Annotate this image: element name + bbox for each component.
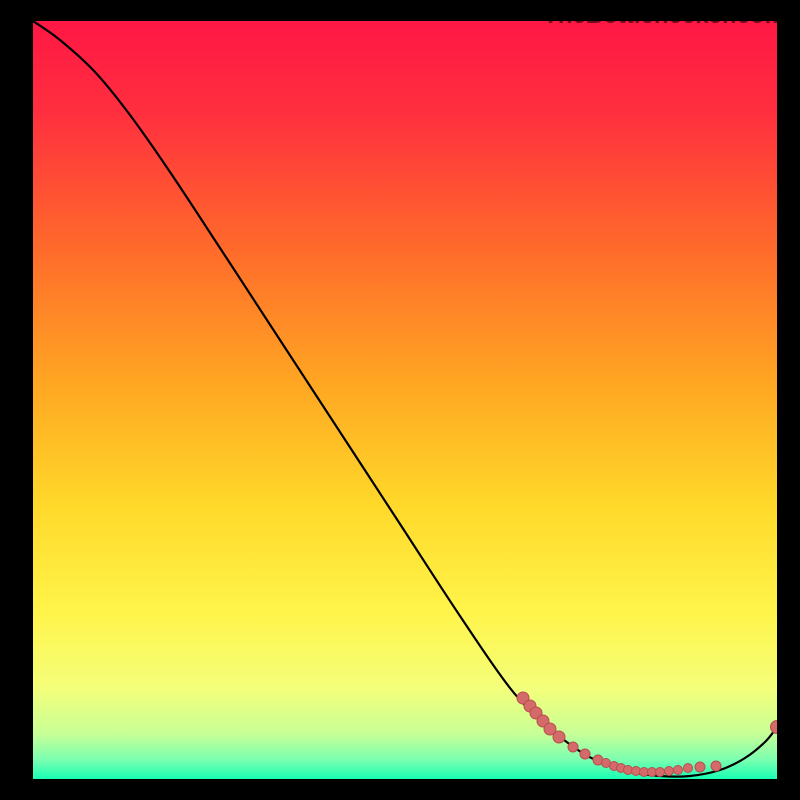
- data-marker: [684, 764, 693, 773]
- data-marker: [656, 768, 665, 777]
- watermark-text: TheBottlenecker.com: [543, 2, 786, 30]
- data-marker: [665, 767, 674, 776]
- data-marker: [711, 761, 721, 771]
- data-marker: [553, 731, 565, 743]
- data-marker: [695, 762, 705, 772]
- chart-svg: [0, 0, 800, 800]
- bottleneck-chart: TheBottlenecker.com: [0, 0, 800, 800]
- data-marker: [580, 749, 590, 759]
- data-marker: [568, 742, 578, 752]
- data-marker: [674, 766, 683, 775]
